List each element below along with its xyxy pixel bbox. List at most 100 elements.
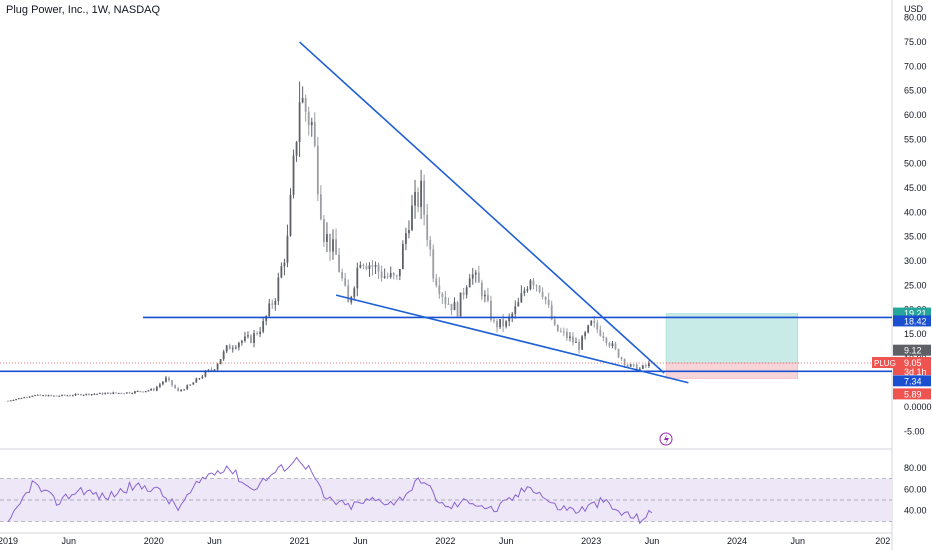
candle-body [532,280,535,286]
lightning-icon [659,432,673,446]
candle-body [20,398,23,400]
candle-body [117,392,120,394]
candle-body [447,303,450,305]
candle-body [572,336,574,343]
candle-body [147,390,150,392]
candle-body [499,319,501,328]
price-label-box[interactable] [893,375,931,387]
candle-body [28,396,31,398]
candle-body [462,292,465,295]
candle-body [578,341,580,350]
candle-body [593,320,596,323]
time-axis[interactable]: 2019 Jun 2020 Jun 2021 Jun 2022 Jun 2023 Jun 2024 J… [0,536,890,546]
candle-body [42,395,44,397]
candle-body [253,333,255,343]
drawings[interactable] [0,41,892,384]
candle-body [465,287,468,295]
candle-body [265,315,268,321]
candle-body [520,293,523,303]
trendline-upper[interactable] [299,41,665,374]
candle-body [456,302,459,317]
price-label-box[interactable] [893,315,931,327]
time-tick-label: 2020 [144,536,164,546]
candle-body [383,276,386,278]
symbol-tag[interactable] [872,357,894,369]
position-zones[interactable] [665,313,799,379]
candle-body [587,325,590,333]
time-tick-label: 202 [875,536,890,546]
candle-body [26,397,28,399]
price-label: 19.21 [904,309,927,319]
candle-body [136,391,139,393]
candle-body [256,333,258,335]
candle-body [216,364,219,370]
candle-body [195,378,198,383]
candle-body [268,303,271,316]
rsi-tick-label: 60.00 [904,484,927,494]
candle-body [502,319,505,327]
candle-body [69,395,71,397]
price-tick-label: 55.00 [904,134,927,144]
price-tick-label: 70.00 [904,61,927,71]
candle-body [17,398,20,400]
candle-body [277,277,280,302]
candle-body [71,395,74,397]
candle-body [125,392,128,394]
candle-body [584,332,587,337]
time-tick-label: Jun [645,536,660,546]
price-label-box[interactable] [893,357,931,369]
candle-body [620,357,623,360]
candle-body [298,102,301,142]
candle-body [244,336,246,341]
candle-body [47,395,50,397]
candle-body [596,322,599,330]
candle-body [31,395,34,397]
candle-body [441,293,444,297]
chart-title: Plug Power, Inc., 1W, NASDAQ [6,4,161,16]
candle-body [562,331,565,333]
candle-body [15,399,17,401]
candle-body [538,285,541,293]
price-label-box[interactable] [893,388,931,400]
candle-body [605,337,608,344]
rsi-pane[interactable]: 80.00 60.00 40.00 [0,456,927,525]
candle-body [629,364,632,367]
price-label-box[interactable] [893,366,931,376]
candle-body [411,205,413,231]
candle-body [201,376,204,379]
price-label-box[interactable] [893,307,931,319]
rsi-tick-label: 40.00 [904,506,927,516]
trendline-lower[interactable] [335,294,689,384]
candle-body [398,269,401,276]
candle-body [493,319,495,321]
candle-body [590,320,593,326]
candle-body [535,285,538,287]
target-zone[interactable] [665,313,799,364]
rsi-tick-label: 80.00 [904,463,927,473]
candle-body [53,395,55,397]
time-tick-label: 2021 [290,536,310,546]
price-label: 5.89 [904,389,922,399]
candle-body [632,364,635,366]
candle-body [123,393,125,395]
candle-body [115,392,117,394]
candle-body [374,265,377,267]
candle-body [198,378,201,380]
candle-body [359,264,362,268]
price-tick-label: 75.00 [904,37,927,47]
candle-body [66,395,69,397]
candle-body [7,400,9,402]
candle-body [483,294,486,297]
candle-body [414,191,416,206]
price-label: 9.05 [904,358,922,368]
candle-body [450,303,453,311]
candle-body [581,336,583,350]
price-tick-label: 30.00 [904,256,927,266]
candle-body [93,393,96,395]
candle-body [341,272,344,279]
time-tick-label: Jun [353,536,368,546]
price-label: 9.12 [904,346,922,356]
price-label-box[interactable] [893,344,931,356]
